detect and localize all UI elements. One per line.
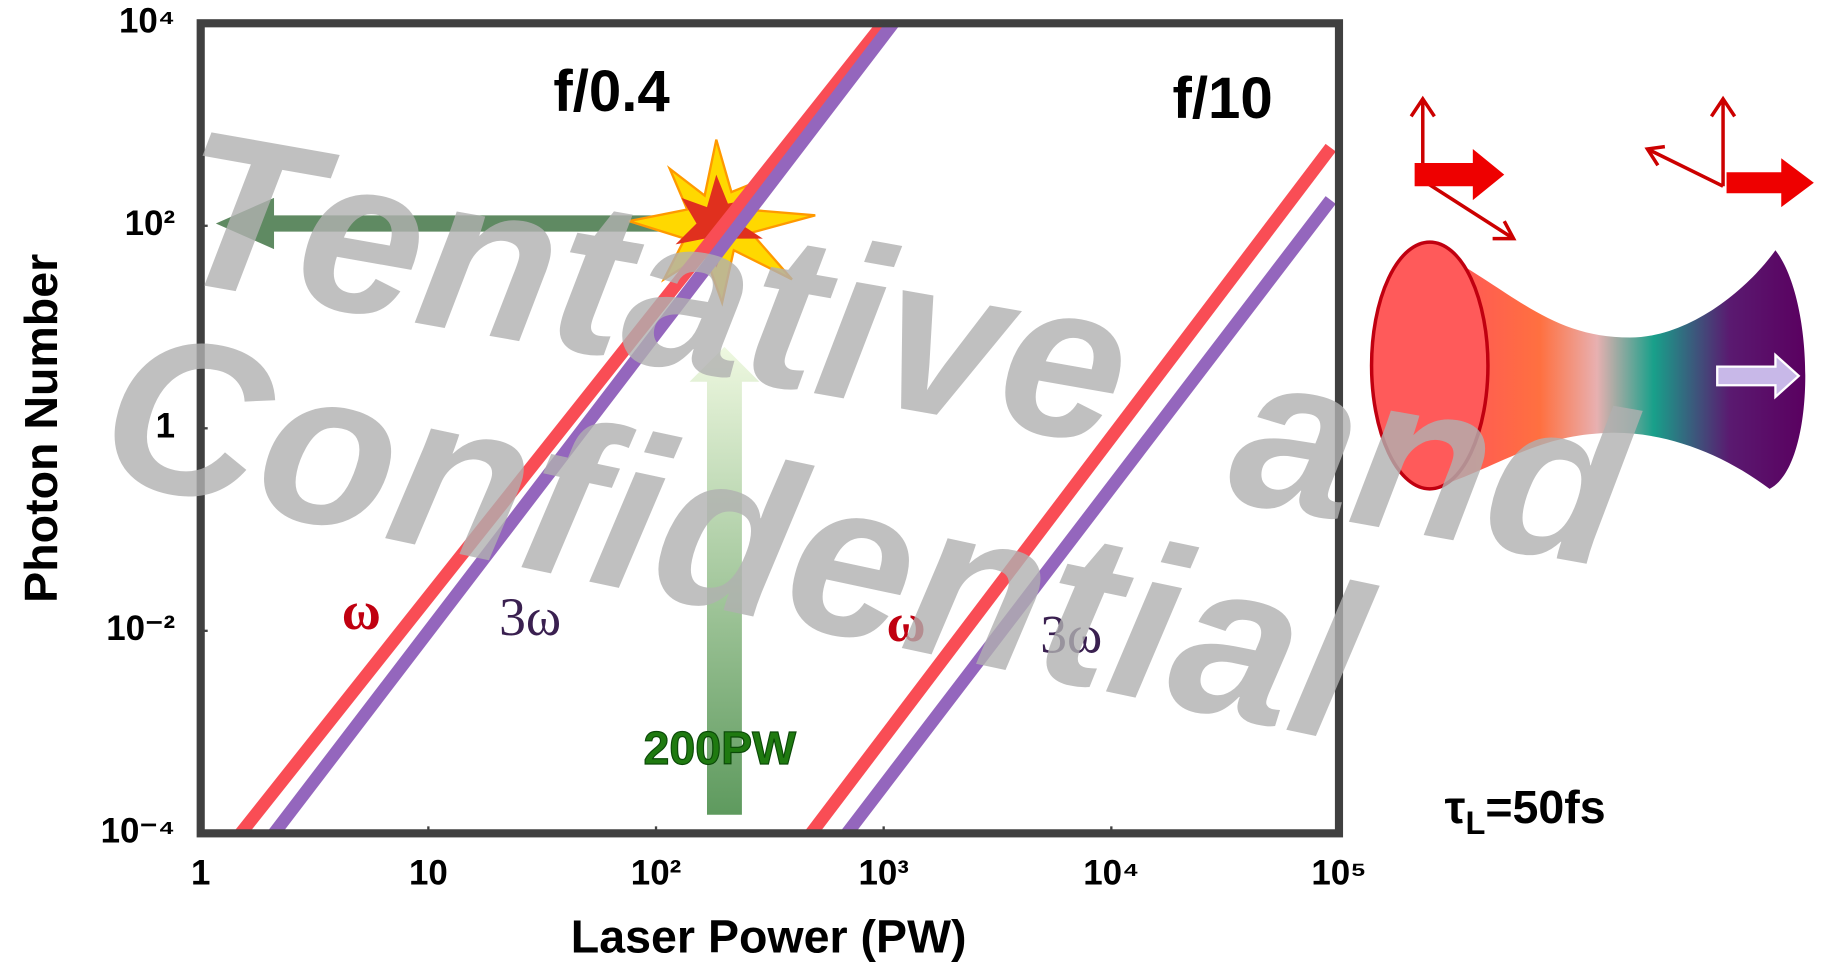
y-tick-label: 10⁻⁴ bbox=[101, 812, 176, 851]
x-tick-label: 10⁴ bbox=[1083, 853, 1139, 892]
annotation: f/0.4 bbox=[553, 59, 670, 124]
chart: f/0.4 f/10 200PW τL=50fs Laser Power (PW… bbox=[0, 0, 1826, 973]
x-tick-label: 10³ bbox=[858, 853, 908, 892]
y-axis-label: Photon Number bbox=[15, 254, 67, 603]
x-tick-label: 10² bbox=[631, 853, 681, 892]
watermark: Tentative and Confidential bbox=[83, 82, 1649, 789]
pulse-duration: τL=50fs bbox=[1445, 782, 1606, 841]
symbol: τ bbox=[1445, 782, 1466, 834]
x-tick-label: 10⁵ bbox=[1311, 853, 1366, 892]
subscript: L bbox=[1465, 805, 1485, 841]
y-tick-label: 10⁴ bbox=[119, 1, 175, 40]
x-axis-label: Laser Power (PW) bbox=[571, 911, 967, 963]
value: =50fs bbox=[1485, 782, 1605, 834]
annotation: f/10 bbox=[1172, 66, 1272, 131]
x-tick-label: 10 bbox=[409, 853, 448, 892]
annotation: 200PW bbox=[643, 722, 796, 774]
y-tick-label: 10⁻² bbox=[106, 609, 175, 648]
series-label: ω bbox=[342, 581, 381, 641]
y-tick-label: 10² bbox=[125, 204, 175, 243]
x-tick-label: 1 bbox=[191, 853, 210, 892]
